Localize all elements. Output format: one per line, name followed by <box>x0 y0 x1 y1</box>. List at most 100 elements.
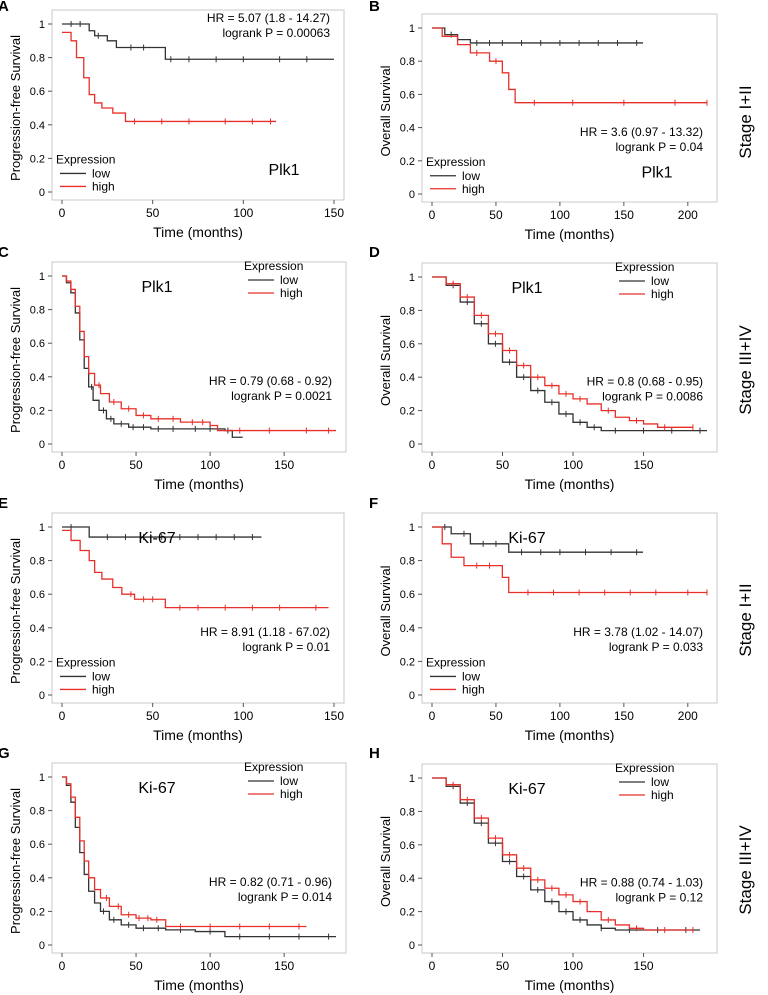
y-tick-label: 1 <box>39 19 45 31</box>
legend-label-low: low <box>92 166 110 180</box>
x-tick-label: 150 <box>614 208 634 222</box>
x-tick-label: 50 <box>146 206 160 220</box>
hazard-ratio-text: HR = 0.82 (0.71 - 0.96) <box>209 875 332 889</box>
km-chart: 0 0.2 0.4 0.6 0.8 1 0 50 100 150 200 Time (months) O… <box>378 13 718 242</box>
stage-label: Stage I+II <box>736 85 755 159</box>
km-curve-low <box>62 776 336 938</box>
logrank-text: logrank P = 0.0086 <box>602 390 703 404</box>
y-tick-label: 0.4 <box>30 120 45 132</box>
x-tick-label: 100 <box>200 458 220 472</box>
y-axis-label: Progression-free Survival <box>8 35 23 181</box>
y-tick-label: 0.4 <box>30 623 45 635</box>
legend-label-low: low <box>462 669 480 683</box>
km-chart: 0 0.2 0.4 0.6 0.8 1 0 50 100 150 Time (months) Prog… <box>8 760 347 993</box>
panel-letter: C <box>0 244 9 261</box>
y-tick-label: 0.6 <box>400 589 415 601</box>
hazard-ratio-text: HR = 3.6 (0.97 - 13.32) <box>580 125 703 139</box>
y-tick-label: 0.6 <box>400 840 415 852</box>
x-tick-label: 0 <box>429 458 436 472</box>
x-tick-label: 0 <box>59 458 66 472</box>
x-tick-label: 150 <box>274 959 294 973</box>
legend-label-low: low <box>280 774 298 788</box>
y-axis-label: Overall Survival <box>378 65 393 156</box>
x-tick-label: 150 <box>274 458 294 472</box>
x-tick-label: 0 <box>429 709 436 723</box>
x-tick-label: 100 <box>233 709 253 723</box>
y-tick-label: 0 <box>409 690 415 702</box>
km-curve-high <box>62 275 336 432</box>
logrank-text: logrank P = 0.01 <box>242 640 330 654</box>
y-tick-label: 0.4 <box>400 623 415 635</box>
km-curve-high <box>62 776 307 928</box>
y-tick-label: 0.8 <box>400 56 415 68</box>
x-tick-label: 200 <box>678 709 698 723</box>
y-tick-label: 0.6 <box>30 589 45 601</box>
km-chart: 0 0.2 0.4 0.6 0.8 1 0 50 100 150 Time (months) Over… <box>378 761 718 993</box>
plot-frame <box>51 9 345 201</box>
legend-label-high: high <box>651 788 674 802</box>
y-tick-label: 0.2 <box>30 906 45 918</box>
gene-label: Ki-67 <box>508 530 545 547</box>
legend-title: Expression <box>615 761 674 775</box>
km-curve-low <box>432 526 644 553</box>
x-tick-label: 100 <box>563 959 583 973</box>
x-axis-label: Time (months) <box>153 727 243 743</box>
logrank-text: logrank P = 0.014 <box>238 890 333 904</box>
y-tick-label: 0.8 <box>30 556 45 568</box>
gene-label: Plk1 <box>641 164 672 181</box>
y-tick-label: 0.2 <box>30 153 45 165</box>
y-axis-label: Overall Survival <box>378 315 393 406</box>
y-tick-label: 0.2 <box>400 156 415 168</box>
hazard-ratio-text: HR = 8.91 (1.18 - 67.02) <box>200 625 330 639</box>
y-tick-label: 0.6 <box>30 338 45 350</box>
panel-d: D 0 0.2 0.4 0.6 0.8 1 0 50 100 150 Time (months) Ove… <box>369 244 735 492</box>
x-tick-label: 50 <box>489 709 503 723</box>
y-tick-label: 0.2 <box>400 656 415 668</box>
panel-letter: E <box>0 495 9 512</box>
legend-title: Expression <box>426 655 485 669</box>
x-tick-label: 50 <box>129 458 143 472</box>
y-tick-label: 1 <box>409 23 415 35</box>
x-tick-label: 50 <box>489 208 503 222</box>
plot-frame <box>51 261 347 453</box>
legend-title: Expression <box>426 155 485 169</box>
logrank-text: logrank P = 0.00063 <box>222 26 330 40</box>
stage-label: Stage I+II <box>736 583 755 657</box>
x-tick-label: 200 <box>678 208 698 222</box>
km-chart: 0 0.2 0.4 0.6 0.8 1 0 50 100 150 Time (months) Prog… <box>8 9 345 240</box>
gene-label: Ki-67 <box>138 530 175 547</box>
panel-h: H 0 0.2 0.4 0.6 0.8 1 0 50 100 150 Time (months) Ove… <box>369 745 735 993</box>
legend-label-low: low <box>651 274 669 288</box>
y-tick-label: 0.8 <box>30 305 45 317</box>
km-curve-low <box>62 526 262 538</box>
y-tick-label: 0 <box>409 940 415 952</box>
km-chart: 0 0.2 0.4 0.6 0.8 1 0 50 100 150 Time (months) Prog… <box>8 259 347 492</box>
y-tick-label: 0.2 <box>400 907 415 919</box>
panel-letter: A <box>0 0 9 15</box>
plot-frame <box>51 762 347 954</box>
legend-label-high: high <box>280 787 303 801</box>
y-tick-label: 0.4 <box>30 372 45 384</box>
y-tick-label: 0.2 <box>30 656 45 668</box>
y-axis-label: Progression-free Survival <box>8 287 23 433</box>
km-curve-high <box>62 31 276 123</box>
y-tick-label: 0.2 <box>30 405 45 417</box>
legend-title: Expression <box>56 655 115 669</box>
plot-frame <box>51 512 345 704</box>
stage-label: Stage III+IV <box>736 825 755 915</box>
x-tick-label: 150 <box>634 959 654 973</box>
panel-g: G 0 0.2 0.4 0.6 0.8 1 0 50 100 150 Time (months) Pro… <box>0 745 364 993</box>
logrank-text: logrank P = 0.0021 <box>231 389 332 403</box>
y-tick-label: 1 <box>409 522 415 534</box>
y-tick-label: 0.4 <box>30 873 45 885</box>
x-axis-label: Time (months) <box>525 226 615 242</box>
x-axis-label: Time (months) <box>154 476 244 492</box>
panel-e: E 0 0.2 0.4 0.6 0.8 1 0 50 100 150 Time (months) Pro… <box>0 495 364 743</box>
legend-label-high: high <box>462 682 485 696</box>
x-tick-label: 100 <box>550 208 570 222</box>
gene-label: Ki-67 <box>508 781 545 798</box>
km-curve-low <box>62 23 334 60</box>
panel-a: A 0 0.2 0.4 0.6 0.8 1 0 50 100 150 Time (months) Pro… <box>0 0 364 245</box>
gene-label: Ki-67 <box>138 780 175 797</box>
